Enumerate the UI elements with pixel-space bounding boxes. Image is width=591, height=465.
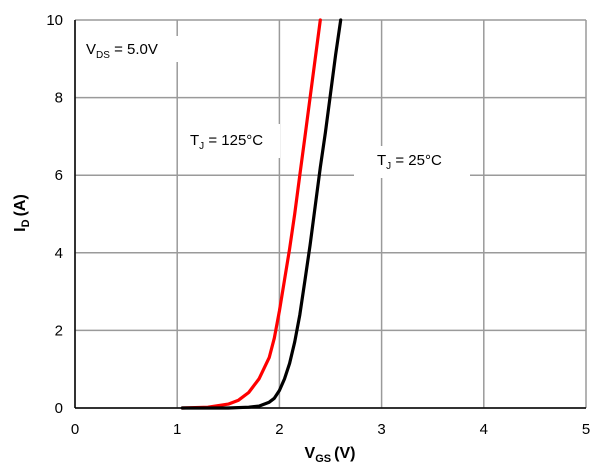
x-tick-label-0: 0 (71, 421, 79, 438)
x-tick-label-2: 2 (275, 421, 283, 438)
y-tick-label-4: 8 (55, 90, 63, 107)
y-tick-label-3: 6 (55, 167, 63, 184)
y-tick-label-1: 2 (55, 322, 63, 339)
axes (74, 20, 586, 409)
annotation-vds: VDS = 5.0V (86, 41, 158, 61)
y-tick-label-5: 10 (46, 12, 63, 29)
annotation-tj-25: TJ = 25°C (377, 152, 442, 172)
series-lines (180, 18, 343, 410)
annotation-background-1 (178, 124, 280, 158)
series-line-0 (180, 18, 322, 410)
annotation-backgrounds (80, 36, 470, 178)
tick-labels: 0 1 2 3 4 5 0 2 4 6 8 10 (46, 12, 590, 438)
x-axis-title: VGS (V) (305, 445, 356, 465)
series-line-1 (180, 18, 343, 410)
annotation-tj-125: TJ = 125°C (190, 132, 263, 152)
annotation-background-0 (80, 36, 180, 62)
x-tick-label-4: 4 (480, 421, 488, 438)
y-tick-label-2: 4 (55, 245, 63, 262)
x-tick-label-3: 3 (377, 421, 385, 438)
annotation-background-2 (354, 146, 470, 178)
x-tick-label-1: 1 (173, 421, 181, 438)
y-axis-title: ID(A) (12, 194, 32, 232)
x-tick-label-5: 5 (582, 421, 590, 438)
y-tick-label-0: 0 (55, 400, 63, 417)
